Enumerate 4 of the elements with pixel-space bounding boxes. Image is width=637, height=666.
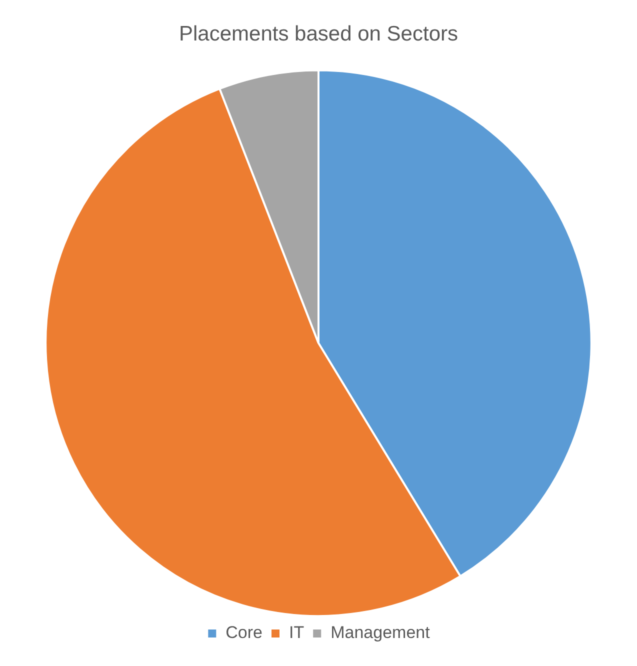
chart-title: Placements based on Sectors [179, 22, 458, 46]
legend-label: Core [226, 623, 263, 642]
legend-label: Management [330, 623, 430, 642]
legend-label: IT [289, 623, 304, 642]
